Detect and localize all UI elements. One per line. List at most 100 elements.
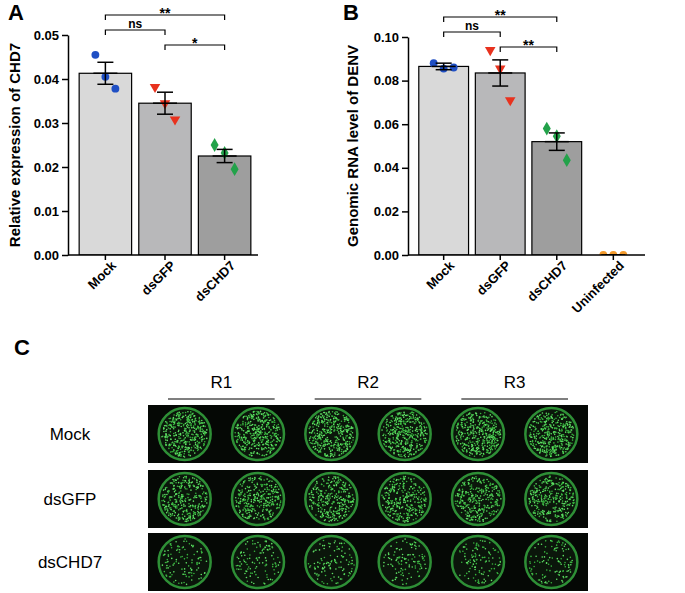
- infected-cell: [334, 444, 336, 446]
- infected-cell: [245, 422, 247, 424]
- infected-cell: [474, 455, 476, 457]
- infected-cell: [484, 422, 486, 424]
- infected-cell: [463, 451, 465, 453]
- infected-cell: [330, 451, 332, 453]
- infected-cell: [261, 424, 263, 426]
- infected-cell: [165, 444, 167, 446]
- infected-cell: [194, 418, 196, 420]
- infected-cell: [173, 417, 175, 419]
- infected-cell: [401, 425, 403, 427]
- infected-cell: [278, 439, 280, 441]
- infected-cell: [481, 426, 483, 428]
- infected-cell: [174, 422, 176, 424]
- infected-cell: [317, 435, 319, 437]
- infected-cell: [400, 420, 402, 422]
- tick: 0.04: [34, 72, 68, 87]
- infected-cell: [486, 424, 488, 426]
- infected-cell: [420, 438, 422, 440]
- infected-cell: [337, 428, 339, 430]
- infected-cell: [176, 413, 178, 415]
- infected-cell: [264, 412, 266, 414]
- infected-cell: [327, 426, 329, 428]
- infected-cell: [340, 444, 342, 446]
- infected-cell: [318, 447, 320, 449]
- infected-cell: [323, 421, 325, 423]
- infected-cell: [276, 437, 278, 439]
- infected-cell: [344, 420, 346, 422]
- infected-cell: [488, 452, 490, 454]
- infected-cell: [204, 441, 206, 443]
- infected-cell: [239, 444, 241, 446]
- infected-cell: [476, 447, 478, 449]
- infected-cell: [497, 431, 499, 433]
- infected-cell: [241, 449, 243, 451]
- data-point: [485, 47, 496, 56]
- infected-cell: [195, 420, 197, 422]
- infected-cell: [249, 447, 251, 449]
- infected-cell: [198, 441, 200, 443]
- infected-cell: [421, 427, 423, 429]
- infected-cell: [329, 426, 331, 428]
- infected-cell: [411, 433, 413, 435]
- infected-cell: [242, 423, 244, 425]
- infected-cell: [412, 445, 414, 447]
- infected-cell: [343, 446, 345, 448]
- tick: 0.10: [374, 30, 408, 45]
- infected-cell: [326, 417, 328, 419]
- infected-cell: [328, 411, 330, 413]
- infected-cell: [352, 437, 354, 439]
- infected-cell: [342, 436, 344, 438]
- infected-cell: [461, 422, 463, 424]
- infected-cell: [467, 427, 469, 429]
- infected-cell: [391, 430, 393, 432]
- infected-cell: [200, 434, 202, 436]
- infected-cell: [170, 438, 172, 440]
- infected-cell: [495, 423, 497, 425]
- infected-cell: [458, 431, 460, 433]
- infected-cell: [420, 448, 422, 450]
- infected-cell: [184, 450, 186, 452]
- tick-label: 0.00: [374, 248, 399, 263]
- infected-cell: [400, 412, 402, 414]
- infected-cell: [332, 411, 334, 413]
- infected-cell: [187, 434, 189, 436]
- infected-cell: [182, 412, 184, 414]
- infected-cell: [242, 421, 244, 423]
- infected-cell: [464, 427, 466, 429]
- infected-cell: [316, 425, 318, 427]
- infected-cell: [262, 428, 264, 430]
- infected-cell: [401, 456, 403, 458]
- infected-cell: [493, 419, 495, 421]
- infected-cell: [324, 425, 326, 427]
- infected-cell: [388, 441, 390, 443]
- infected-cell: [466, 438, 468, 440]
- infected-cell: [405, 443, 407, 445]
- infected-cell: [313, 421, 315, 423]
- tick: 0.01: [34, 204, 68, 219]
- infected-cell: [185, 443, 187, 445]
- infected-cell: [328, 443, 330, 445]
- infected-cell: [273, 418, 275, 420]
- infected-cell: [183, 424, 185, 426]
- infected-cell: [329, 448, 331, 450]
- infected-cell: [243, 445, 245, 447]
- infected-cell: [389, 446, 391, 448]
- infected-cell: [408, 430, 410, 432]
- infected-cell: [263, 448, 265, 450]
- infected-cell: [193, 445, 195, 447]
- infected-cell: [474, 424, 476, 426]
- infected-cell: [263, 437, 265, 439]
- infected-cell: [398, 443, 400, 445]
- infected-cell: [180, 433, 182, 435]
- infected-cell: [410, 434, 412, 436]
- infected-cell: [309, 426, 311, 428]
- infected-cell: [478, 419, 480, 421]
- infected-cell: [337, 414, 339, 416]
- infected-cell: [180, 455, 182, 457]
- infected-cell: [274, 420, 276, 422]
- infected-cell: [485, 416, 487, 418]
- infected-cell: [386, 420, 388, 422]
- infected-cell: [328, 447, 330, 449]
- infected-cell: [473, 426, 475, 428]
- infected-cell: [261, 441, 263, 443]
